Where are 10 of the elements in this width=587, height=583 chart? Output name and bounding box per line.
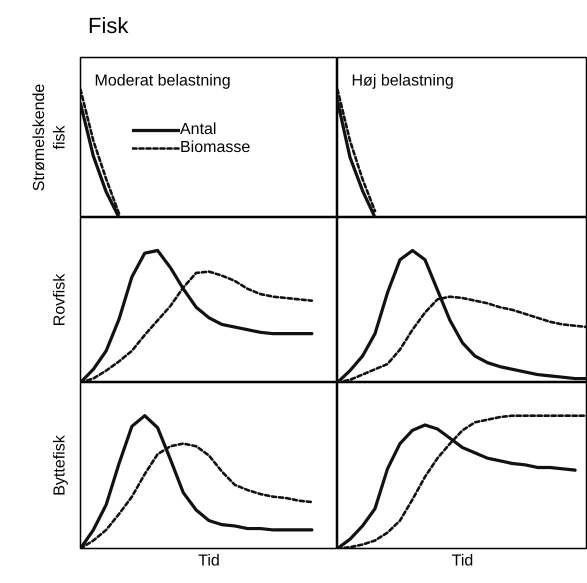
y-axis-title: Byttefisk	[52, 434, 68, 496]
y-axis-title: Rovfisk	[52, 272, 68, 326]
chart-subtitle: Moderat belastning	[94, 72, 231, 90]
y-axis-title: Strømelskende fisk	[31, 84, 68, 192]
legend-label: Biomasse	[180, 139, 250, 157]
x-axis-title: Tid	[198, 552, 220, 570]
legend-label: Antal	[180, 121, 216, 139]
x-axis-title: Tid	[452, 552, 474, 570]
chart-subtitle: Høj belastning	[352, 72, 454, 90]
chart-title: Fisk	[88, 12, 128, 40]
